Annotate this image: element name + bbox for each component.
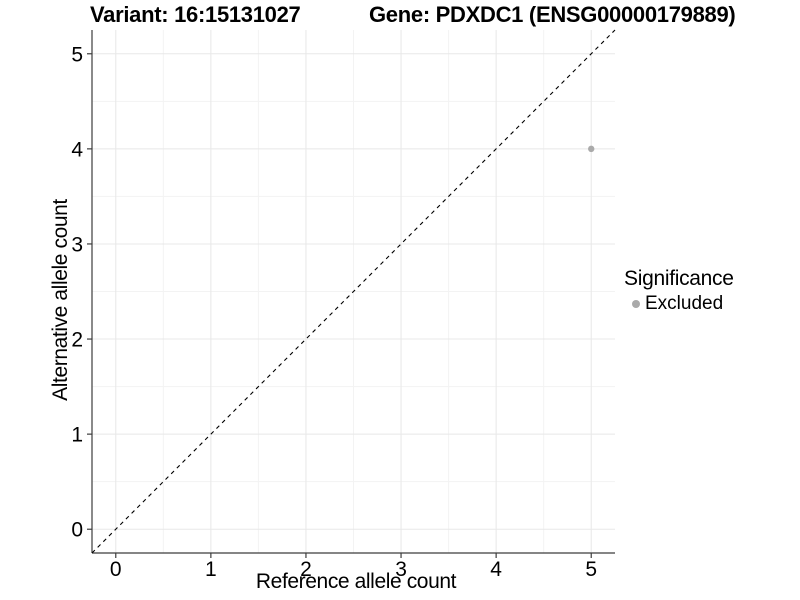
- x-tick-label: 3: [395, 558, 407, 581]
- x-tick-label: 1: [205, 558, 217, 581]
- legend: Significance Excluded: [624, 267, 734, 315]
- x-tick-label: 5: [585, 558, 597, 581]
- y-tick-label: 3: [71, 233, 83, 256]
- data-point: [588, 145, 595, 153]
- legend-item-label: Excluded: [645, 293, 724, 314]
- y-tick-label: 0: [71, 519, 83, 542]
- x-tick-label: 4: [490, 558, 502, 581]
- plot-title-gene: Gene: PDXDC1 (ENSG00000179889): [369, 2, 736, 27]
- x-tick-label: 2: [300, 558, 312, 581]
- y-axis-title: Alternative allele count: [49, 199, 72, 401]
- y-tick-label: 5: [71, 43, 83, 66]
- identity-reference-line: [91, 29, 616, 554]
- y-tick-label: 4: [71, 138, 83, 161]
- legend-item-excluded: Excluded: [632, 293, 734, 315]
- y-tick-label: 2: [71, 329, 83, 352]
- x-axis-title: Reference allele count: [255, 570, 457, 593]
- legend-point-swatch-icon: [632, 300, 640, 308]
- legend-title: Significance: [624, 267, 734, 290]
- y-tick-label: 1: [71, 424, 83, 447]
- x-tick-label: 0: [110, 558, 122, 581]
- plot-title-variant: Variant: 16:15131027: [90, 2, 301, 27]
